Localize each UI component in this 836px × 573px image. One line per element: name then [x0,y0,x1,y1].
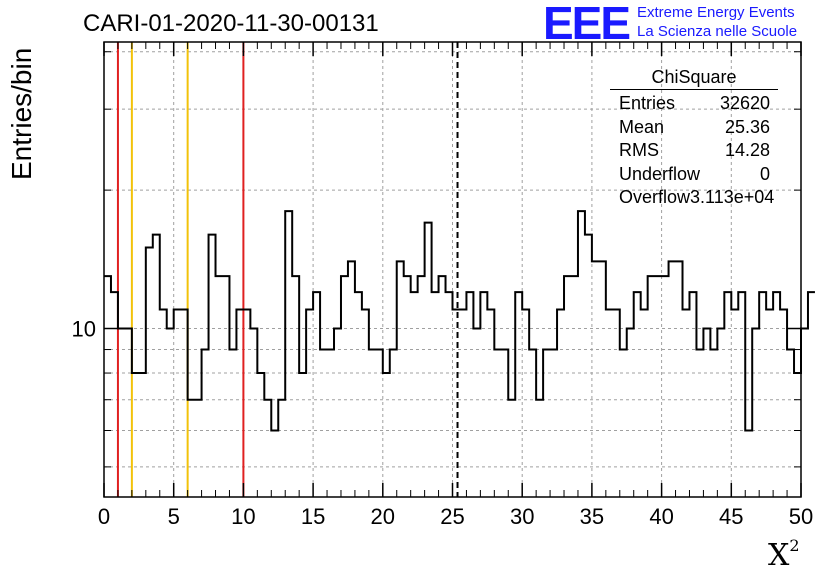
stats-title: ChiSquare [610,66,778,90]
stats-value: 0 [759,163,770,184]
stats-value: 3.113e+04 [690,187,775,207]
cut-lines [116,42,459,497]
stats-row-rms: RMS 14.28 [610,139,778,163]
axis-ticks [103,42,802,497]
stats-row-underflow: Underflow 0 [610,163,778,187]
stats-label: Entries [619,93,676,113]
x-tick-label: 35 [580,504,604,529]
x-tick-label: 50 [789,504,813,529]
x-tick-label: 20 [371,504,395,529]
x-tick-label: 10 [231,504,255,529]
tick-labels: 0 5 10 15 20 25 30 35 40 45 50 10 [72,317,814,529]
stats-row-overflow: Overflow 3.113e+04 [610,186,778,210]
stats-value: 14.28 [724,140,770,160]
x-tick-label: 25 [440,504,464,529]
x-tick-label: 5 [168,504,180,529]
stats-value: 32620 [719,93,770,113]
stats-label: Underflow [619,163,701,184]
stats-label: Mean [619,116,665,137]
histogram-series [104,210,815,432]
stats-row-entries: Entries 32620 [610,92,778,116]
logo-line-1: Extreme Energy Events [637,4,795,21]
logo-line-2: La Scienza nelle Scuole [637,23,798,40]
x-axis-label-exponent: 2 [789,536,800,555]
stats-row-mean: Mean 25.36 [610,116,778,140]
y-tick-label: 10 [72,317,96,342]
x-tick-label: 45 [719,504,743,529]
x-tick-label: 30 [510,504,534,529]
stats-value: 25.36 [724,116,770,137]
stats-box: ChiSquare Entries 32620 Mean 25.36 RMS 14.2… [610,66,778,210]
x-tick-label: 0 [98,504,110,529]
chart-title: CARI-01-2020-11-30-00131 [83,10,379,37]
y-axis-label: Entries/bin [6,47,37,180]
stats-label: RMS [619,140,659,160]
eee-logo: EEE [543,0,631,49]
x-tick-label: 40 [649,504,673,529]
x-axis-label-base: X [768,538,790,573]
grid-lines [104,42,801,497]
stats-label: Overflow [619,187,691,207]
x-axis-label: X2 [768,536,800,573]
x-tick-label: 15 [301,504,325,529]
